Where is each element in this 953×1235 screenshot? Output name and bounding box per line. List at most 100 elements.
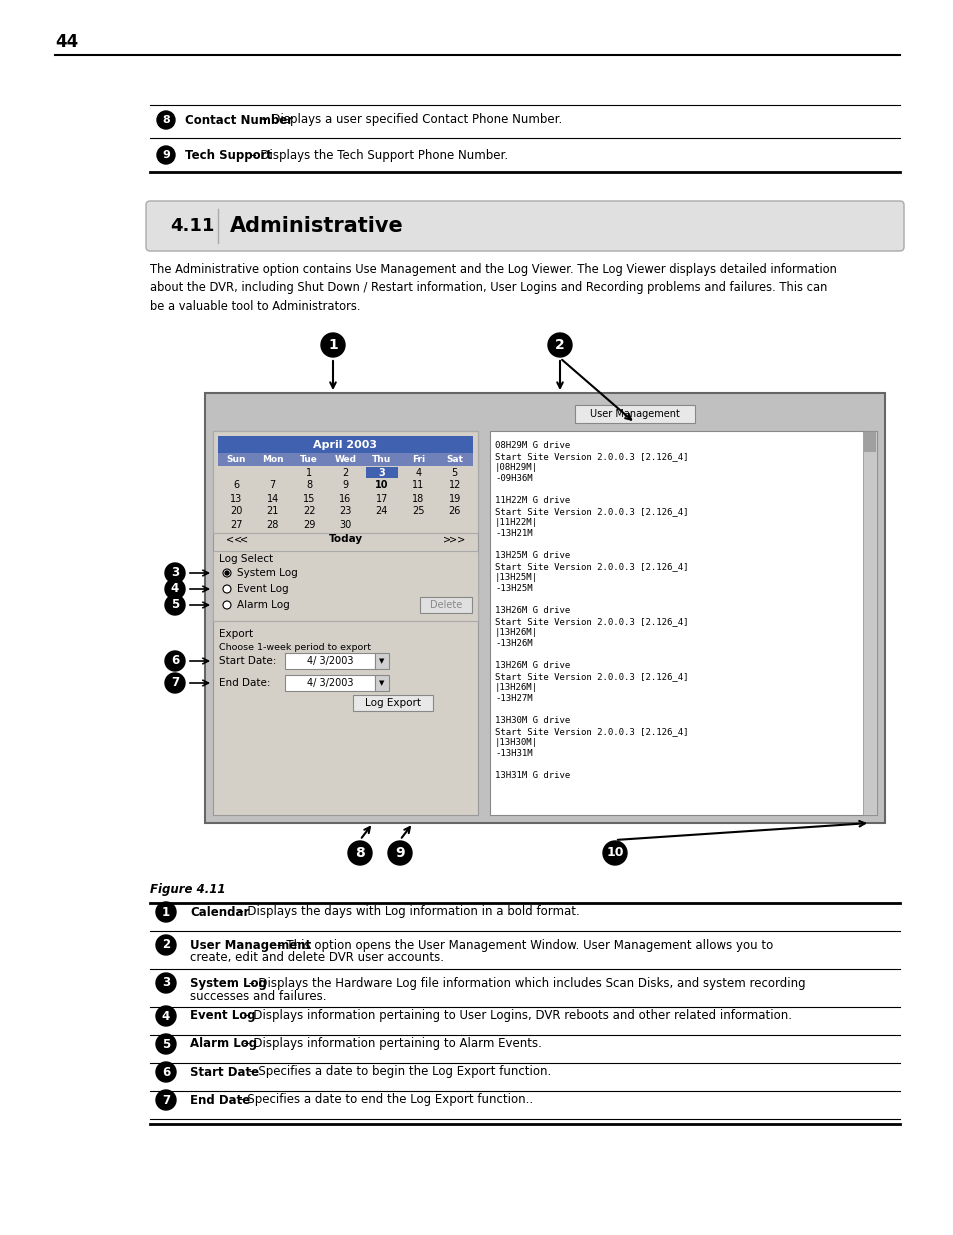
- Text: |08H29M|: |08H29M|: [495, 463, 537, 472]
- Circle shape: [602, 841, 626, 864]
- Circle shape: [165, 651, 185, 671]
- Text: 30: 30: [339, 520, 352, 530]
- Text: User Management: User Management: [190, 939, 311, 951]
- Bar: [365, 467, 397, 478]
- Text: Figure 4.11: Figure 4.11: [150, 883, 225, 897]
- Text: 13H25M G drive: 13H25M G drive: [495, 551, 570, 559]
- Text: <: <: [240, 534, 248, 543]
- Circle shape: [223, 569, 231, 577]
- Text: Contact Number: Contact Number: [185, 114, 293, 126]
- FancyBboxPatch shape: [146, 201, 903, 251]
- Text: Tech Support: Tech Support: [185, 148, 272, 162]
- Text: 13: 13: [230, 494, 242, 504]
- Bar: [205, 393, 884, 823]
- Text: Tue: Tue: [300, 454, 317, 464]
- Text: 4.11: 4.11: [170, 217, 214, 235]
- Text: -13H27M: -13H27M: [495, 694, 532, 703]
- Circle shape: [156, 1062, 175, 1082]
- Text: The Administrative option contains Use Management and the Log Viewer. The Log Vi: The Administrative option contains Use M…: [150, 263, 836, 312]
- Circle shape: [223, 601, 231, 609]
- Text: Start Site Version 2.0.0.3 [2.126_4]: Start Site Version 2.0.0.3 [2.126_4]: [495, 727, 688, 736]
- Text: Sat: Sat: [446, 454, 463, 464]
- Circle shape: [157, 146, 174, 164]
- Text: |13H26M|: |13H26M|: [495, 683, 537, 692]
- Bar: [863, 432, 875, 452]
- Text: 8: 8: [162, 115, 170, 125]
- Text: -13H25M: -13H25M: [495, 584, 532, 593]
- Text: – Specifies a date to end the Log Export function..: – Specifies a date to end the Log Export…: [234, 1093, 533, 1107]
- Text: 4: 4: [162, 1009, 170, 1023]
- Text: – Displays information pertaining to User Logins, DVR reboots and other related : – Displays information pertaining to Use…: [240, 1009, 791, 1023]
- Text: Start Date:: Start Date:: [219, 656, 276, 666]
- Text: 13H31M G drive: 13H31M G drive: [495, 771, 570, 781]
- Bar: [353, 695, 433, 711]
- Text: 3: 3: [171, 567, 179, 579]
- Text: Administrative: Administrative: [230, 216, 403, 236]
- Circle shape: [156, 1007, 175, 1026]
- Text: 18: 18: [412, 494, 424, 504]
- Text: create, edit and delete DVR user accounts.: create, edit and delete DVR user account…: [190, 951, 443, 965]
- Text: Today: Today: [328, 534, 362, 543]
- Text: 4: 4: [171, 583, 179, 595]
- Text: 12: 12: [448, 480, 460, 490]
- Text: 6: 6: [162, 1066, 170, 1078]
- Text: 19: 19: [448, 494, 460, 504]
- Text: 20: 20: [230, 506, 242, 516]
- Text: 11H22M G drive: 11H22M G drive: [495, 496, 570, 505]
- Text: – Displays a user specified Contact Phone Number.: – Displays a user specified Contact Phon…: [257, 114, 561, 126]
- Text: User Management: User Management: [590, 409, 679, 419]
- Text: 21: 21: [266, 506, 278, 516]
- Text: 2: 2: [342, 468, 348, 478]
- Text: 14: 14: [266, 494, 278, 504]
- Text: 5: 5: [451, 468, 457, 478]
- Text: 23: 23: [339, 506, 352, 516]
- Text: 13H30M G drive: 13H30M G drive: [495, 716, 570, 725]
- Bar: [575, 405, 695, 424]
- Text: 26: 26: [448, 506, 460, 516]
- Text: Start Site Version 2.0.0.3 [2.126_4]: Start Site Version 2.0.0.3 [2.126_4]: [495, 672, 688, 680]
- Text: |13H25M|: |13H25M|: [495, 573, 537, 582]
- Bar: [213, 431, 477, 815]
- Bar: [213, 431, 477, 534]
- Text: Mon: Mon: [261, 454, 283, 464]
- Text: -09H36M: -09H36M: [495, 474, 532, 483]
- Text: Log Select: Log Select: [219, 555, 273, 564]
- Text: 4/ 3/2003: 4/ 3/2003: [307, 656, 353, 666]
- Text: 8: 8: [355, 846, 364, 860]
- Bar: [375, 653, 389, 669]
- Text: 22: 22: [302, 506, 315, 516]
- Text: Delete: Delete: [430, 600, 461, 610]
- Text: Thu: Thu: [372, 454, 391, 464]
- Text: |11H22M|: |11H22M|: [495, 517, 537, 527]
- Text: Export: Export: [219, 629, 253, 638]
- Text: Log Export: Log Export: [365, 698, 420, 708]
- Bar: [862, 431, 876, 815]
- Text: 9: 9: [342, 480, 348, 490]
- Text: Start Date: Start Date: [190, 1066, 259, 1078]
- Text: <<: <<: [226, 534, 242, 543]
- Text: Sun: Sun: [226, 454, 246, 464]
- Circle shape: [165, 579, 185, 599]
- Text: Start Site Version 2.0.0.3 [2.126_4]: Start Site Version 2.0.0.3 [2.126_4]: [495, 508, 688, 516]
- Text: 5: 5: [171, 599, 179, 611]
- Circle shape: [156, 973, 175, 993]
- Text: -13H26M: -13H26M: [495, 638, 532, 648]
- Circle shape: [547, 333, 572, 357]
- Circle shape: [223, 585, 231, 593]
- Text: 2: 2: [162, 939, 170, 951]
- Text: System Log: System Log: [190, 977, 267, 989]
- Text: 17: 17: [375, 494, 388, 504]
- Text: – Displays the Tech Support Phone Number.: – Displays the Tech Support Phone Number…: [247, 148, 508, 162]
- Text: Wed: Wed: [335, 454, 356, 464]
- Text: 6: 6: [171, 655, 179, 667]
- Text: Calendar: Calendar: [190, 905, 249, 919]
- Text: 2: 2: [555, 338, 564, 352]
- Text: 10: 10: [605, 846, 623, 860]
- Text: Alarm Log: Alarm Log: [190, 1037, 257, 1051]
- Circle shape: [388, 841, 412, 864]
- Text: 1: 1: [328, 338, 337, 352]
- Text: 44: 44: [55, 33, 78, 51]
- Text: 7: 7: [162, 1093, 170, 1107]
- Text: 6: 6: [233, 480, 239, 490]
- Text: End Date: End Date: [190, 1093, 250, 1107]
